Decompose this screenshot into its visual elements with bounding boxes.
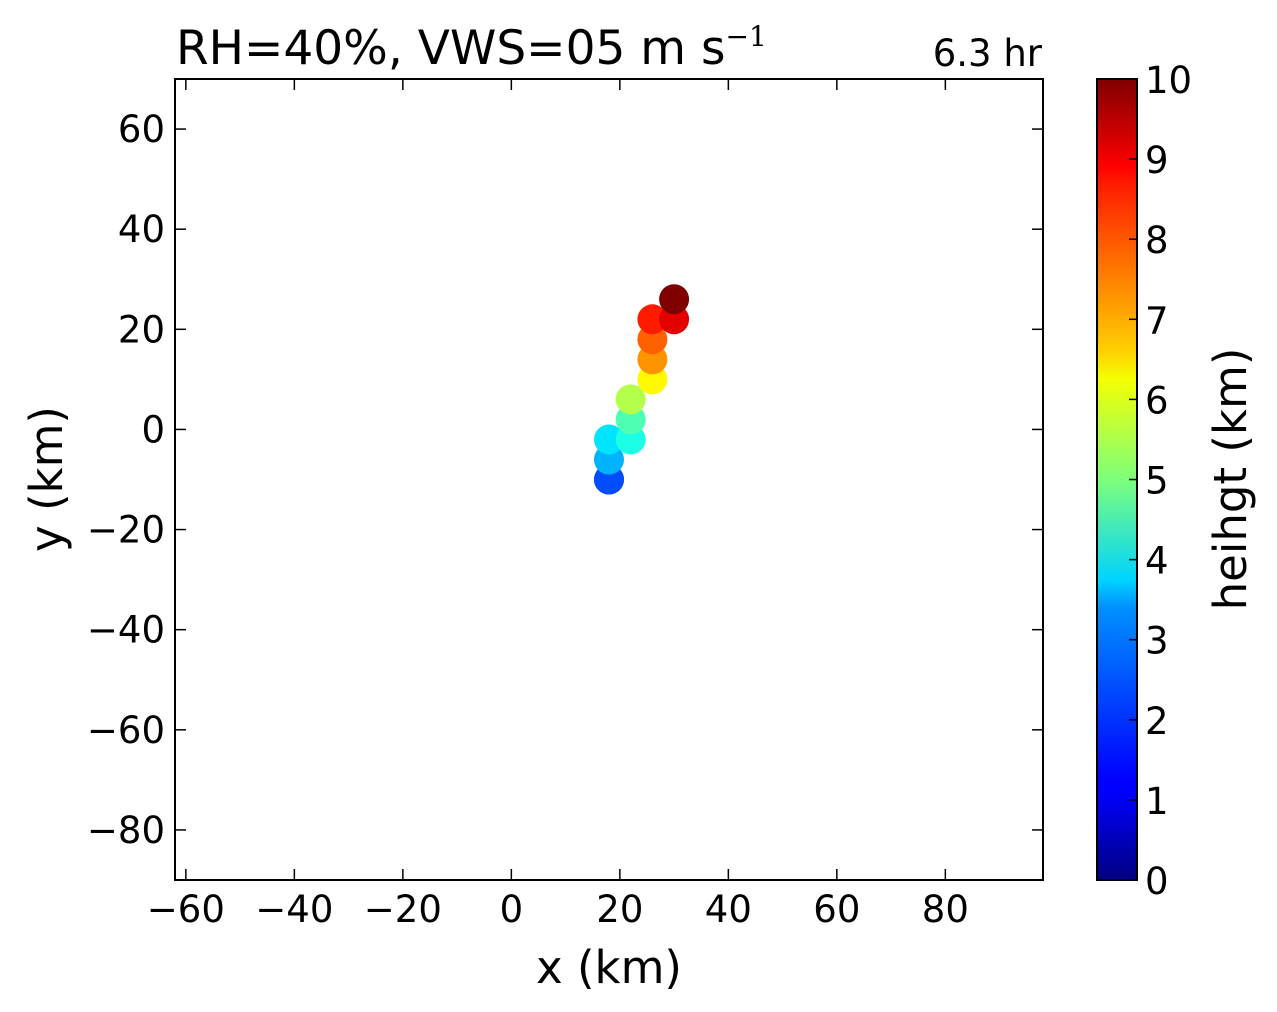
x-tick-label: 40 xyxy=(705,888,752,931)
colorbar-tick-label: 1 xyxy=(1145,780,1169,823)
y-axis-label: y (km) xyxy=(20,406,73,552)
colorbar-tick-label: 9 xyxy=(1145,139,1169,182)
x-tick-label: 20 xyxy=(596,888,643,931)
colorbar-tick-label: 7 xyxy=(1145,299,1169,342)
x-tick-label: −20 xyxy=(364,888,442,931)
time-label: 6.3 hr xyxy=(933,32,1043,75)
y-tick-label: −60 xyxy=(87,709,165,752)
x-axis-label: x (km) xyxy=(536,941,682,994)
y-tick-label: −80 xyxy=(87,809,165,852)
y-tick-label: 60 xyxy=(118,108,165,151)
chart-title: RH=40%, VWS=05 m s−1 xyxy=(176,20,767,76)
colorbar-ticks: 0 1 2 3 4 5 6 7 8 9 10 xyxy=(1129,59,1192,903)
plot-frame xyxy=(174,78,1044,881)
y-tick-label: 20 xyxy=(118,308,165,351)
x-tick-label: 0 xyxy=(500,888,524,931)
y-tick-label: −40 xyxy=(87,609,165,652)
x-tick-label: −60 xyxy=(147,888,225,931)
colorbar-tick-label: 6 xyxy=(1145,379,1169,422)
colorbar-tick-label: 2 xyxy=(1145,700,1169,743)
x-tick-label: 60 xyxy=(813,888,860,931)
colorbar-tick-label: 8 xyxy=(1145,219,1169,262)
colorbar-tick-label: 5 xyxy=(1145,460,1169,503)
scatter-points xyxy=(594,284,690,495)
x-tick-label: 80 xyxy=(922,888,969,931)
title-superscript: −1 xyxy=(726,20,767,53)
scatter-point-7 xyxy=(615,384,646,415)
scatter-point-13 xyxy=(659,284,690,315)
y-tick-label: 40 xyxy=(118,208,165,251)
x-tick-label: −40 xyxy=(255,888,333,931)
y-tick-label: 0 xyxy=(141,408,165,451)
colorbar-tick-label: 4 xyxy=(1145,540,1169,583)
colorbar-tick-label: 0 xyxy=(1145,860,1169,903)
axis-ticks: −60 −40 −20 0 20 40 60 80 −80 −60 −40 −20 0 20 40 60 xyxy=(87,79,1043,931)
scatter-point-4 xyxy=(594,424,624,455)
colorbar-tick-label: 3 xyxy=(1145,620,1169,663)
colorbar-label: heihgt (km) xyxy=(1204,348,1257,611)
y-tick-label: −20 xyxy=(87,509,165,552)
colorbar-tick-label: 10 xyxy=(1145,59,1192,102)
scatter-point-11 xyxy=(637,304,668,335)
